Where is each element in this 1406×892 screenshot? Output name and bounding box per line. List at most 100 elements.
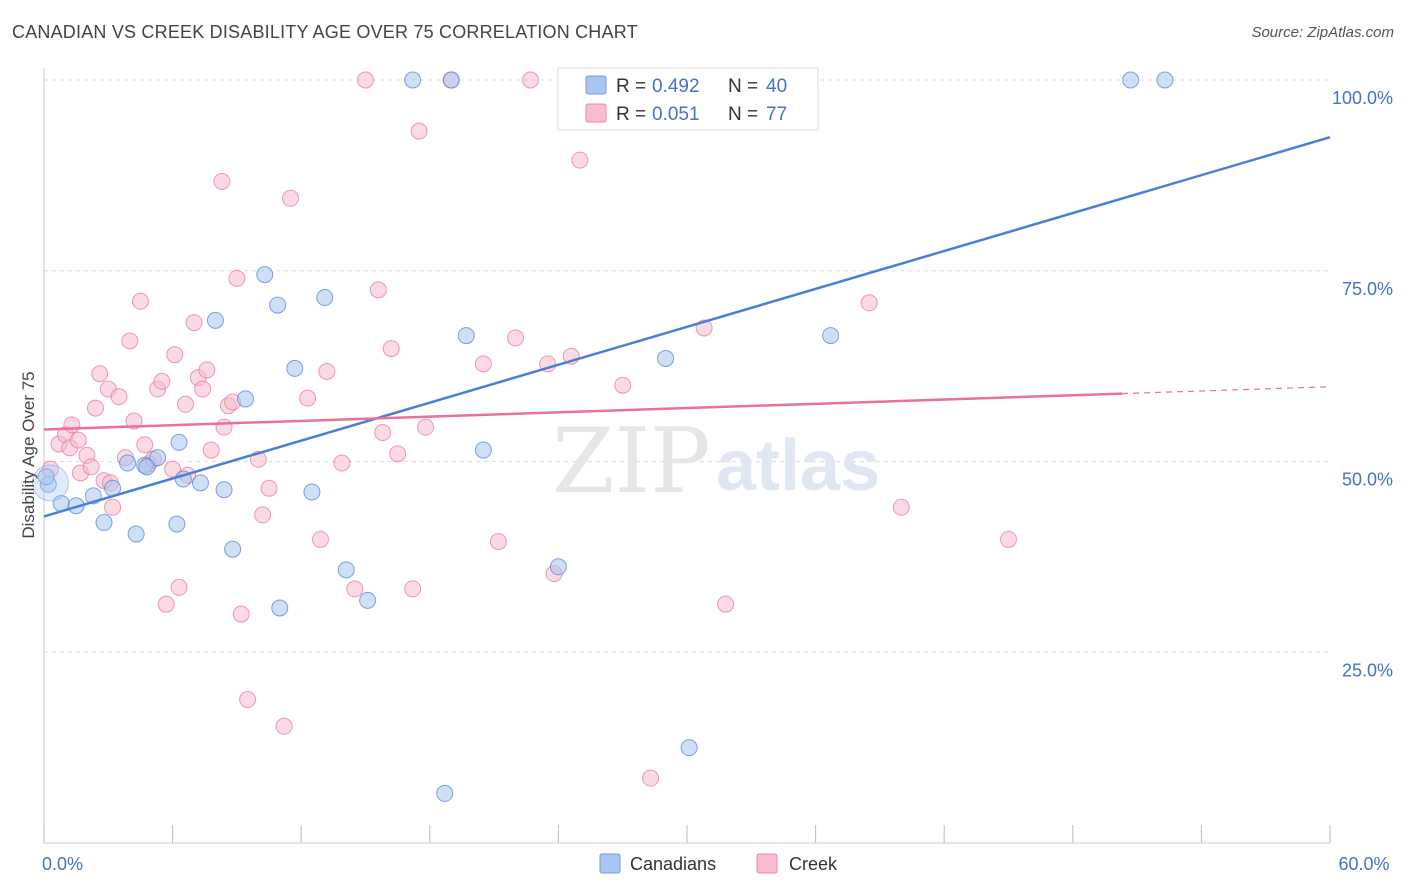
canadians-point-13 — [191, 474, 209, 492]
creek-point-71 — [860, 294, 878, 312]
canadians-point-24 — [337, 561, 355, 579]
canadians-point-15 — [215, 481, 233, 499]
canadians-point-27 — [436, 784, 454, 802]
series-legend-swatch-canadians — [599, 853, 621, 874]
canadians-point-30 — [474, 441, 492, 459]
creek-point-16 — [125, 412, 143, 430]
creek-point-61 — [507, 329, 525, 347]
creek-point-21 — [153, 372, 171, 390]
creek-point-25 — [170, 578, 188, 596]
legend-swatch-canadians — [585, 75, 607, 95]
creek-point-53 — [382, 340, 400, 358]
creek-point-48 — [333, 454, 351, 472]
canadians-point-37 — [1156, 71, 1174, 89]
legend-n-label-creek: N = — [728, 104, 758, 125]
creek-point-22 — [157, 595, 175, 613]
x-ticks — [43, 825, 1331, 843]
source-label: Source: ZipAtlas.com — [1251, 24, 1394, 41]
legend-r-value-canadians: 0.492 — [652, 76, 700, 97]
creek-point-72 — [892, 498, 910, 516]
canadians-point-14 — [206, 311, 224, 329]
watermark-zip: ZIP — [552, 409, 711, 514]
creek-point-4 — [69, 431, 87, 449]
watermark: ZIP atlas — [552, 409, 880, 514]
canadians-point-20 — [271, 599, 289, 617]
canadians-point-26 — [404, 71, 422, 89]
series-legend: Canadians Creek — [599, 853, 838, 874]
creek-point-62 — [522, 71, 540, 89]
creek-point-7 — [82, 458, 100, 476]
creek-point-15 — [121, 332, 139, 350]
y-tick-labels: 25.0% 50.0% 75.0% 100.0% — [1332, 88, 1393, 680]
x-tick-label-max: 60.0% — [1338, 854, 1389, 874]
creek-trend-line — [43, 392, 1123, 431]
creek-point-32 — [202, 441, 220, 459]
chart-title: CANADIAN VS CREEK DISABILITY AGE OVER 75… — [12, 22, 638, 42]
creek-point-56 — [410, 122, 428, 140]
canadians-point-22 — [303, 483, 321, 501]
legend-r-label-canadians: R = — [616, 76, 646, 97]
legend-r-label-creek: R = — [616, 104, 646, 125]
creek-point-24 — [166, 346, 184, 364]
creek-point-41 — [254, 506, 272, 524]
creek-point-13 — [110, 388, 128, 406]
correlation-legend: R = 0.492 N = 40 R = 0.051 N = 77 — [557, 67, 819, 131]
canadians-point-28 — [442, 71, 460, 89]
creek-point-8 — [86, 399, 104, 417]
creek-point-59 — [474, 355, 492, 373]
creek-point-57 — [417, 418, 435, 436]
canadians-point-33 — [680, 739, 698, 757]
canadians-cluster-point — [31, 464, 69, 502]
canadians-point-19 — [269, 296, 287, 314]
creek-point-26 — [176, 395, 194, 413]
creek-point-66 — [571, 151, 589, 169]
creek-point-30 — [194, 380, 212, 398]
creek-point-31 — [198, 361, 216, 379]
creek-point-39 — [239, 691, 257, 709]
creek-point-33 — [213, 172, 231, 190]
canadians-point-6 — [119, 454, 137, 472]
canadians-point-25 — [359, 591, 377, 609]
creek-point-18 — [136, 436, 154, 454]
creek-point-70 — [717, 595, 735, 613]
y-tick-label-50: 50.0% — [1342, 470, 1393, 490]
creek-point-38 — [232, 605, 250, 623]
creek-point-74 — [63, 416, 81, 434]
legend-n-label-canadians: N = — [728, 76, 758, 97]
creek-point-49 — [346, 580, 364, 598]
canadians-point-18 — [256, 266, 274, 284]
creek-point-17 — [131, 292, 149, 310]
series-legend-label-creek: Creek — [789, 854, 838, 874]
canadians-point-17 — [236, 390, 254, 408]
canadians-point-36 — [1122, 71, 1140, 89]
legend-n-value-canadians: 40 — [766, 76, 787, 97]
trend-lines — [43, 136, 1331, 518]
canadians-points — [31, 71, 1174, 802]
watermark-atlas: atlas — [716, 426, 880, 506]
creek-point-55 — [404, 580, 422, 598]
canadians-point-21 — [286, 359, 304, 377]
creek-point-47 — [318, 362, 336, 380]
canadians-point-32 — [657, 349, 675, 367]
canadians-point-10 — [168, 515, 186, 533]
creek-point-43 — [275, 717, 293, 735]
creek-point-45 — [299, 389, 317, 407]
series-legend-label-canadians: Canadians — [630, 854, 716, 874]
creek-point-44 — [281, 189, 299, 207]
creek-point-67 — [614, 376, 632, 394]
creek-point-42 — [260, 479, 278, 497]
creek-point-60 — [489, 533, 507, 551]
canadians-point-31 — [549, 558, 567, 576]
creek-point-12 — [104, 498, 122, 516]
creek-point-9 — [91, 365, 109, 383]
creek-point-54 — [389, 445, 407, 463]
canadians-point-4 — [95, 514, 113, 532]
y-tick-label-100: 100.0% — [1332, 88, 1393, 108]
y-tick-label-25: 25.0% — [1342, 660, 1393, 680]
canadians-point-11 — [170, 433, 188, 451]
creek-point-37 — [228, 269, 246, 287]
creek-point-23 — [164, 460, 182, 478]
legend-r-value-creek: 0.051 — [652, 104, 700, 125]
series-legend-swatch-creek — [756, 853, 778, 874]
